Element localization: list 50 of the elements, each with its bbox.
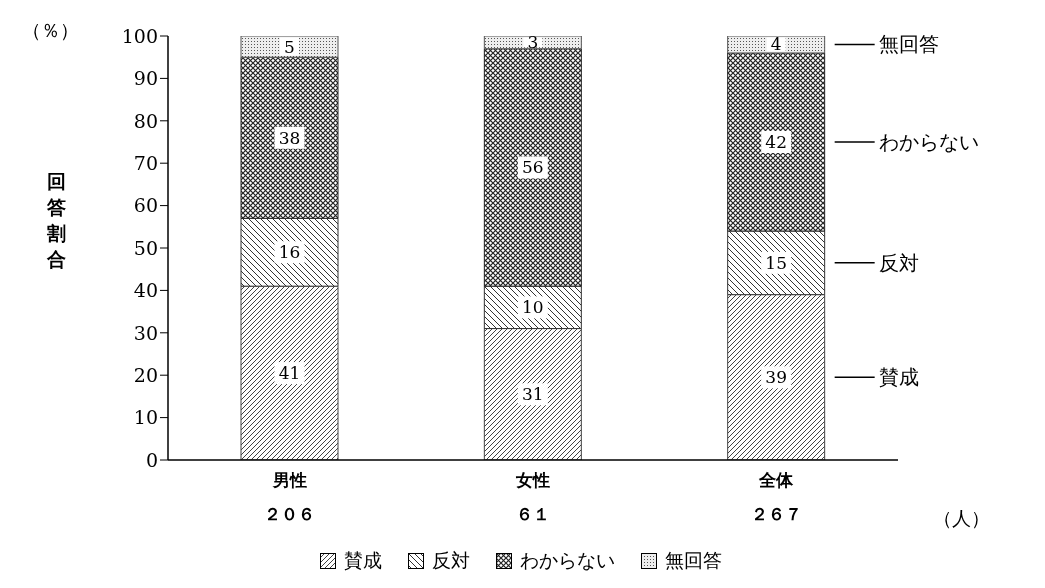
x-tick-label: 女性 <box>515 470 550 490</box>
data-label: 15 <box>765 252 787 273</box>
bar <box>727 230 826 296</box>
text: ２６７ <box>750 504 802 524</box>
text: わからない <box>878 130 979 154</box>
data-label: 5 <box>284 36 295 57</box>
bar <box>483 48 582 287</box>
data-label: 41 <box>278 363 301 384</box>
text: ２０６ <box>264 504 316 524</box>
y-tick-label: 0 <box>145 448 158 471</box>
data-label: 42 <box>765 132 787 152</box>
text: 反対 <box>878 250 919 275</box>
y-axis-title: 回答割合 <box>45 169 67 272</box>
legend-label: わからない <box>518 548 615 573</box>
y-tick-label: 50 <box>133 236 158 259</box>
bar <box>240 217 339 287</box>
text: 賛成 <box>878 365 919 390</box>
text: （％） <box>22 18 79 43</box>
x-tick-label: 男性 <box>271 470 307 490</box>
y-tick-label: 20 <box>133 363 158 386</box>
bar <box>483 328 582 460</box>
data-label: 39 <box>765 367 787 388</box>
legend-label: 反対 <box>430 548 470 573</box>
y-tick-label: 90 <box>133 67 158 90</box>
legend-label: 無回答 <box>663 548 722 573</box>
legend-label: 賛成 <box>342 548 382 573</box>
y-tick-label: 80 <box>133 109 158 132</box>
bar <box>240 56 339 219</box>
data-label: 3 <box>527 32 539 53</box>
data-label: 4 <box>770 34 782 55</box>
text: （人） <box>933 506 990 531</box>
y-tick-label: 30 <box>133 321 158 344</box>
data-label: 10 <box>522 297 544 318</box>
text: 無回答 <box>878 32 939 57</box>
text: ６１ <box>516 504 550 524</box>
y-tick-label: 60 <box>133 194 158 217</box>
data-label: 56 <box>522 157 544 178</box>
data-label: 16 <box>278 242 301 263</box>
bar <box>240 285 339 460</box>
bar <box>240 36 339 58</box>
x-tick-label: 全体 <box>758 470 795 490</box>
bar <box>727 294 826 460</box>
y-tick-label: 70 <box>133 151 158 174</box>
data-label: 38 <box>278 127 301 148</box>
y-tick-label: 40 <box>133 279 158 302</box>
bar <box>727 52 826 232</box>
y-tick-label: 10 <box>133 406 158 429</box>
bar <box>727 36 826 54</box>
data-label: 31 <box>522 384 544 405</box>
y-tick-label: 100 <box>121 24 158 47</box>
